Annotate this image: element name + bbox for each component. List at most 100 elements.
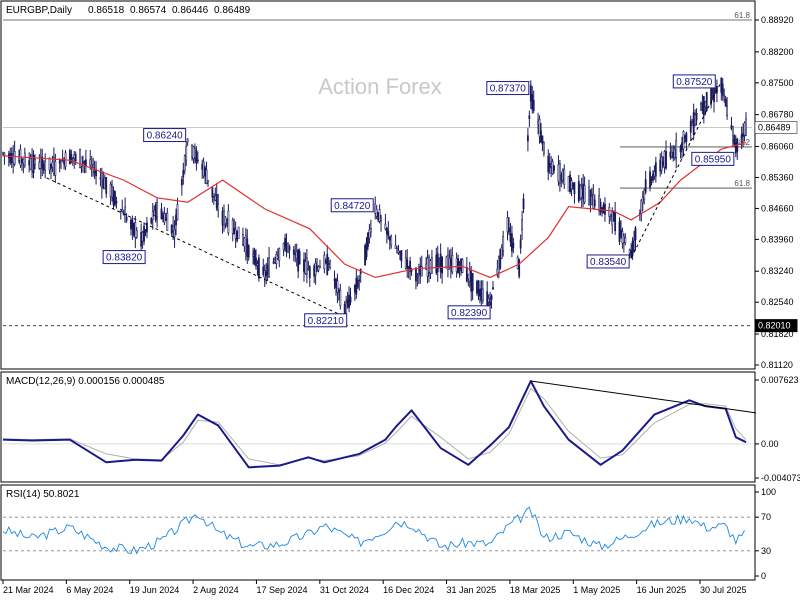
candle-body [3,152,6,156]
candle-body [511,233,513,252]
price-header: EURGBP,Daily 0.86518 0.86574 0.86446 0.8… [6,5,251,16]
candle-body [649,171,651,188]
price-label-text: 0.84720 [334,201,371,212]
candle-body [385,227,388,235]
price-axis-label: 0.83240 [761,266,794,276]
macd-panel [0,371,756,483]
candle-body [609,214,612,217]
candle-body [684,136,686,138]
candle-body [345,302,348,315]
candle-body [150,217,153,224]
candle-body [119,209,122,212]
candle-body [387,230,390,236]
candle-body [92,164,95,168]
candle-body [670,151,673,157]
candle-body [570,180,573,190]
moving-average-line [2,141,747,279]
candle-body [196,159,199,162]
candle-body [266,264,269,275]
candle-body [18,156,20,161]
candle-body [305,257,308,275]
candle-body [660,156,663,171]
candle-body [329,261,332,268]
candle-body [644,179,647,193]
price-label-box [447,305,491,320]
candle-body [115,200,118,204]
candle-body [455,258,458,272]
candle-body [394,245,397,249]
candle-body [58,160,61,164]
candle-body [471,273,474,291]
x-axis-label: 6 May 2024 [66,585,113,595]
candle-body [663,150,666,168]
candle-body [151,211,154,220]
candle-body [374,203,377,214]
candle-body [114,191,116,206]
candle-body [131,219,134,230]
candle-body [162,216,164,219]
candle-body [214,195,217,201]
price-label: 0.83820 [102,250,146,265]
candle-body [41,156,44,170]
candle-body [457,258,460,274]
candle-body [716,85,718,93]
candle-body [109,183,112,198]
candle-body [272,261,275,264]
candle-body [29,158,32,170]
candle-body [294,253,297,256]
candle-body [327,263,330,265]
candle-body [582,183,585,200]
support-tag [754,319,798,333]
price-label-text: 0.87520 [676,77,713,88]
price-label: 0.85950 [691,151,735,166]
candle-body [711,93,714,96]
candle-body [634,227,637,241]
candle-body [160,208,163,220]
candle-body [378,208,381,222]
candle-body [618,221,621,242]
candle-body [262,266,265,275]
candle-body [540,130,542,143]
candle-body [431,257,433,274]
candle-body [103,177,106,190]
candle-body [316,266,318,269]
candle-body [358,279,361,282]
candle-body [506,217,509,233]
candle-body [48,157,51,171]
price-axis-label: 0.82540 [761,297,794,307]
ohlc-open: 0.86518 [88,5,125,16]
candle-body [604,203,606,215]
candle-body [681,142,683,151]
current-price-label: 0.86489 [758,123,791,133]
candle-body [183,155,186,172]
candle-body [204,167,207,177]
candle-body [130,219,132,229]
candle-body [207,180,209,183]
candle-body [508,227,510,233]
candle-body [99,177,102,180]
candle-body [212,193,215,197]
price-title: EURGBP,Daily [6,5,72,16]
candle-body [22,158,25,164]
x-axis-label: 18 Mar 2025 [510,585,561,595]
x-axis-label: 16 Dec 2024 [383,585,434,595]
candle-body [287,242,289,253]
price-label-text: 0.82390 [451,308,488,319]
candle-body [415,268,417,282]
candle-body [337,289,340,293]
candle-body [256,263,259,266]
candle-body [68,150,71,165]
candle-body [176,204,179,221]
candle-body [317,266,320,271]
candle-body [84,159,87,166]
candle-body [234,229,237,239]
candle-body [144,230,147,233]
macd-axis-label: -0.004073 [761,473,800,483]
candle-body [221,210,224,226]
candle-body [526,135,529,142]
macd-axis-label: 0.00 [761,439,779,449]
candle-body [304,261,307,274]
candle-body [557,164,560,182]
candle-body [673,148,676,159]
price-label-box [586,254,630,269]
